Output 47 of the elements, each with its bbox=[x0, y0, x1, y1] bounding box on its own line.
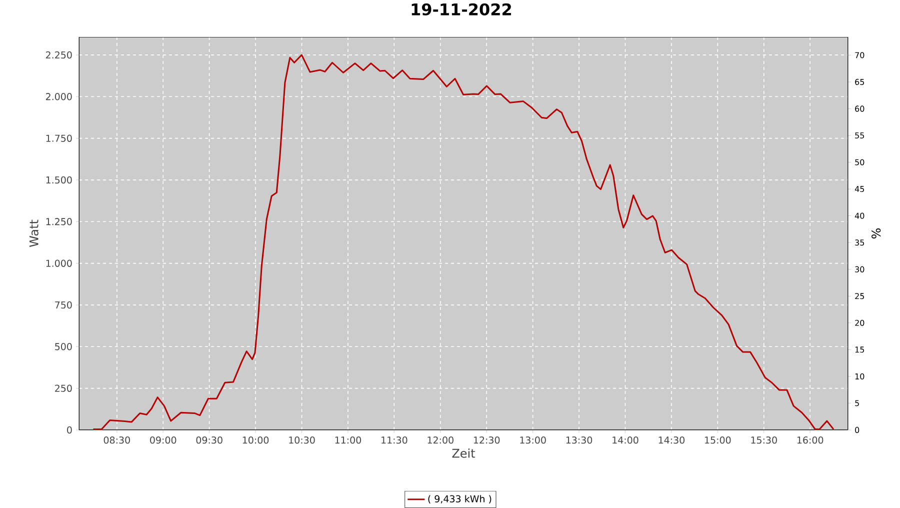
chart-title: 19-11-2022 bbox=[412, 3, 511, 16]
x-tick-label: 14:30 bbox=[658, 436, 685, 444]
x-tick-label: 11:30 bbox=[382, 436, 408, 444]
x-tick-label: 15:30 bbox=[751, 436, 777, 444]
y2-tick-label: 20 bbox=[855, 320, 864, 326]
y2-tick-label: 50 bbox=[855, 159, 864, 166]
y-tick-label: 0 bbox=[67, 426, 72, 434]
legend-label: ( 9,433 kWh ) bbox=[428, 495, 492, 504]
y-axis-title: Watt bbox=[29, 220, 38, 247]
y2-tick-label: 60 bbox=[855, 106, 864, 112]
y-tick-label: 1.000 bbox=[46, 260, 72, 267]
x-tick-label: 09:00 bbox=[150, 436, 176, 444]
x-tick-label: 13:00 bbox=[520, 436, 546, 444]
y-tick-label: 1.500 bbox=[46, 176, 72, 184]
y2-tick-label: 0 bbox=[855, 426, 860, 433]
x-tick-label: 14:00 bbox=[612, 436, 638, 444]
y2-tick-label: 40 bbox=[854, 212, 864, 219]
x-tick-label: 13:30 bbox=[566, 436, 592, 444]
y-tick-label: 500 bbox=[55, 343, 72, 350]
y-tick-label: 2.250 bbox=[46, 51, 72, 59]
x-tick-label: 08:30 bbox=[104, 436, 130, 444]
x-tick-label: 11:00 bbox=[335, 436, 362, 444]
y2-tick-label: 5 bbox=[855, 400, 859, 406]
y2-tick-label: 35 bbox=[855, 240, 864, 246]
line-series bbox=[92, 54, 834, 430]
x-tick-label: 09:30 bbox=[196, 436, 222, 444]
y-tick-label: 1.250 bbox=[46, 218, 72, 226]
x-tick-label: 10:00 bbox=[242, 436, 269, 444]
y2-tick-label: 25 bbox=[855, 293, 864, 300]
y-tick-label: 250 bbox=[55, 384, 72, 392]
y2-tick-label: 45 bbox=[854, 186, 864, 192]
y2-tick-label: 55 bbox=[855, 132, 864, 138]
y-tick-label: 750 bbox=[55, 301, 72, 309]
y2-axis-title: % bbox=[872, 228, 881, 238]
x-tick-label: 16:00 bbox=[797, 436, 824, 444]
x-tick-label: 12:00 bbox=[428, 436, 454, 444]
y2-tick-label: 10 bbox=[855, 373, 864, 380]
y2-tick-label: 30 bbox=[855, 266, 864, 272]
x-tick-label: 15:00 bbox=[705, 436, 731, 444]
y2-tick-label: 65 bbox=[855, 78, 864, 85]
y-tick-label: 2.000 bbox=[46, 93, 72, 100]
y2-tick-label: 15 bbox=[855, 346, 864, 353]
x-axis-title: Zeit bbox=[452, 448, 476, 458]
y-tick-label: 1.750 bbox=[46, 134, 72, 142]
y2-tick-label: 70 bbox=[855, 52, 864, 58]
x-tick-label: 12:30 bbox=[474, 436, 500, 444]
x-tick-label: 10:30 bbox=[289, 436, 315, 444]
